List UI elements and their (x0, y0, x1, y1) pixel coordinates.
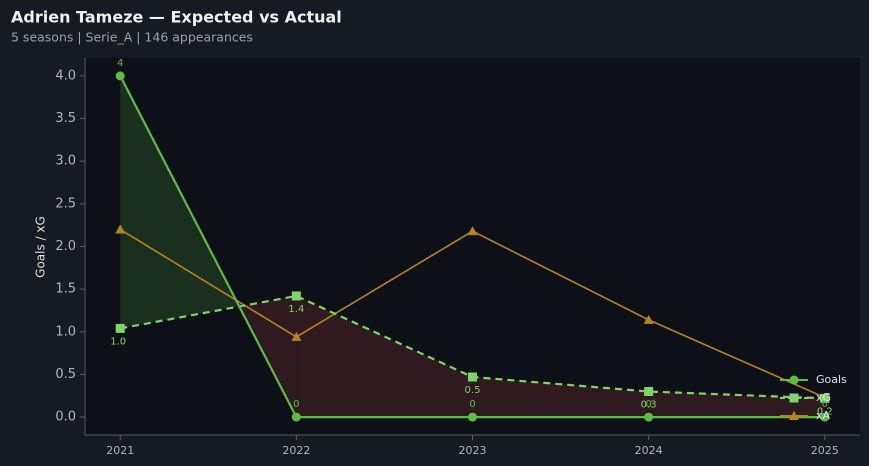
data-point (644, 412, 654, 422)
data-point (643, 314, 654, 324)
data-point (115, 323, 125, 333)
difference-fill (120, 75, 240, 329)
y-tick-label: 0.5 (55, 367, 76, 382)
data-point (820, 393, 830, 403)
data-point (468, 412, 477, 422)
data-label: 0 (469, 399, 475, 410)
chart-subtitle: 5 seasons | Serie_A | 146 appearances (11, 30, 253, 45)
y-tick-label: 1.5 (55, 282, 76, 297)
chart-title: Adrien Tameze — Expected vs Actual (11, 8, 342, 27)
data-label: 1.0 (110, 336, 126, 347)
y-tick-label: 1.0 (55, 324, 76, 339)
y-tick-label: 0.0 (55, 410, 76, 425)
data-point (115, 224, 126, 234)
data-label: 0 (822, 399, 828, 410)
difference-fill (296, 295, 473, 418)
data-point (468, 372, 477, 382)
y-tick-label: 4.0 (55, 68, 76, 83)
y-tick-label: 2.0 (55, 239, 76, 254)
legend-label: Goals (816, 373, 847, 386)
data-point (115, 71, 125, 81)
legend-label: xA (816, 409, 831, 422)
difference-fill (239, 295, 297, 418)
data-label: 0 (645, 399, 651, 410)
data-label: 1.4 (288, 304, 304, 315)
data-label: 0.2 (817, 406, 833, 417)
data-point (291, 291, 301, 301)
x-tick-label: 2024 (635, 444, 663, 457)
y-tick-label: 3.5 (55, 111, 76, 126)
y-axis-label: Goals / xG (34, 216, 48, 278)
plot-area (85, 58, 860, 435)
x-tick-label: 2021 (106, 444, 134, 457)
x-tick-label: 2025 (811, 444, 839, 457)
y-tick-label: 3.0 (55, 154, 76, 169)
data-point (467, 226, 478, 236)
legend-marker (789, 411, 799, 420)
y-tick-label: 2.5 (55, 196, 76, 211)
data-label: 0.5 (465, 385, 481, 396)
data-point (820, 412, 830, 422)
data-label: 4 (117, 58, 123, 69)
data-label: 0 (293, 399, 299, 410)
x-tick-label: 2023 (459, 444, 487, 457)
data-label: 0.3 (641, 400, 657, 411)
data-point (644, 387, 654, 396)
legend-marker (789, 393, 799, 403)
legend-marker (789, 375, 799, 385)
legend-label: xG (816, 391, 831, 404)
difference-fill (472, 377, 649, 418)
x-tick-label: 2022 (282, 444, 310, 457)
data-point (291, 412, 301, 422)
data-point (291, 331, 302, 341)
